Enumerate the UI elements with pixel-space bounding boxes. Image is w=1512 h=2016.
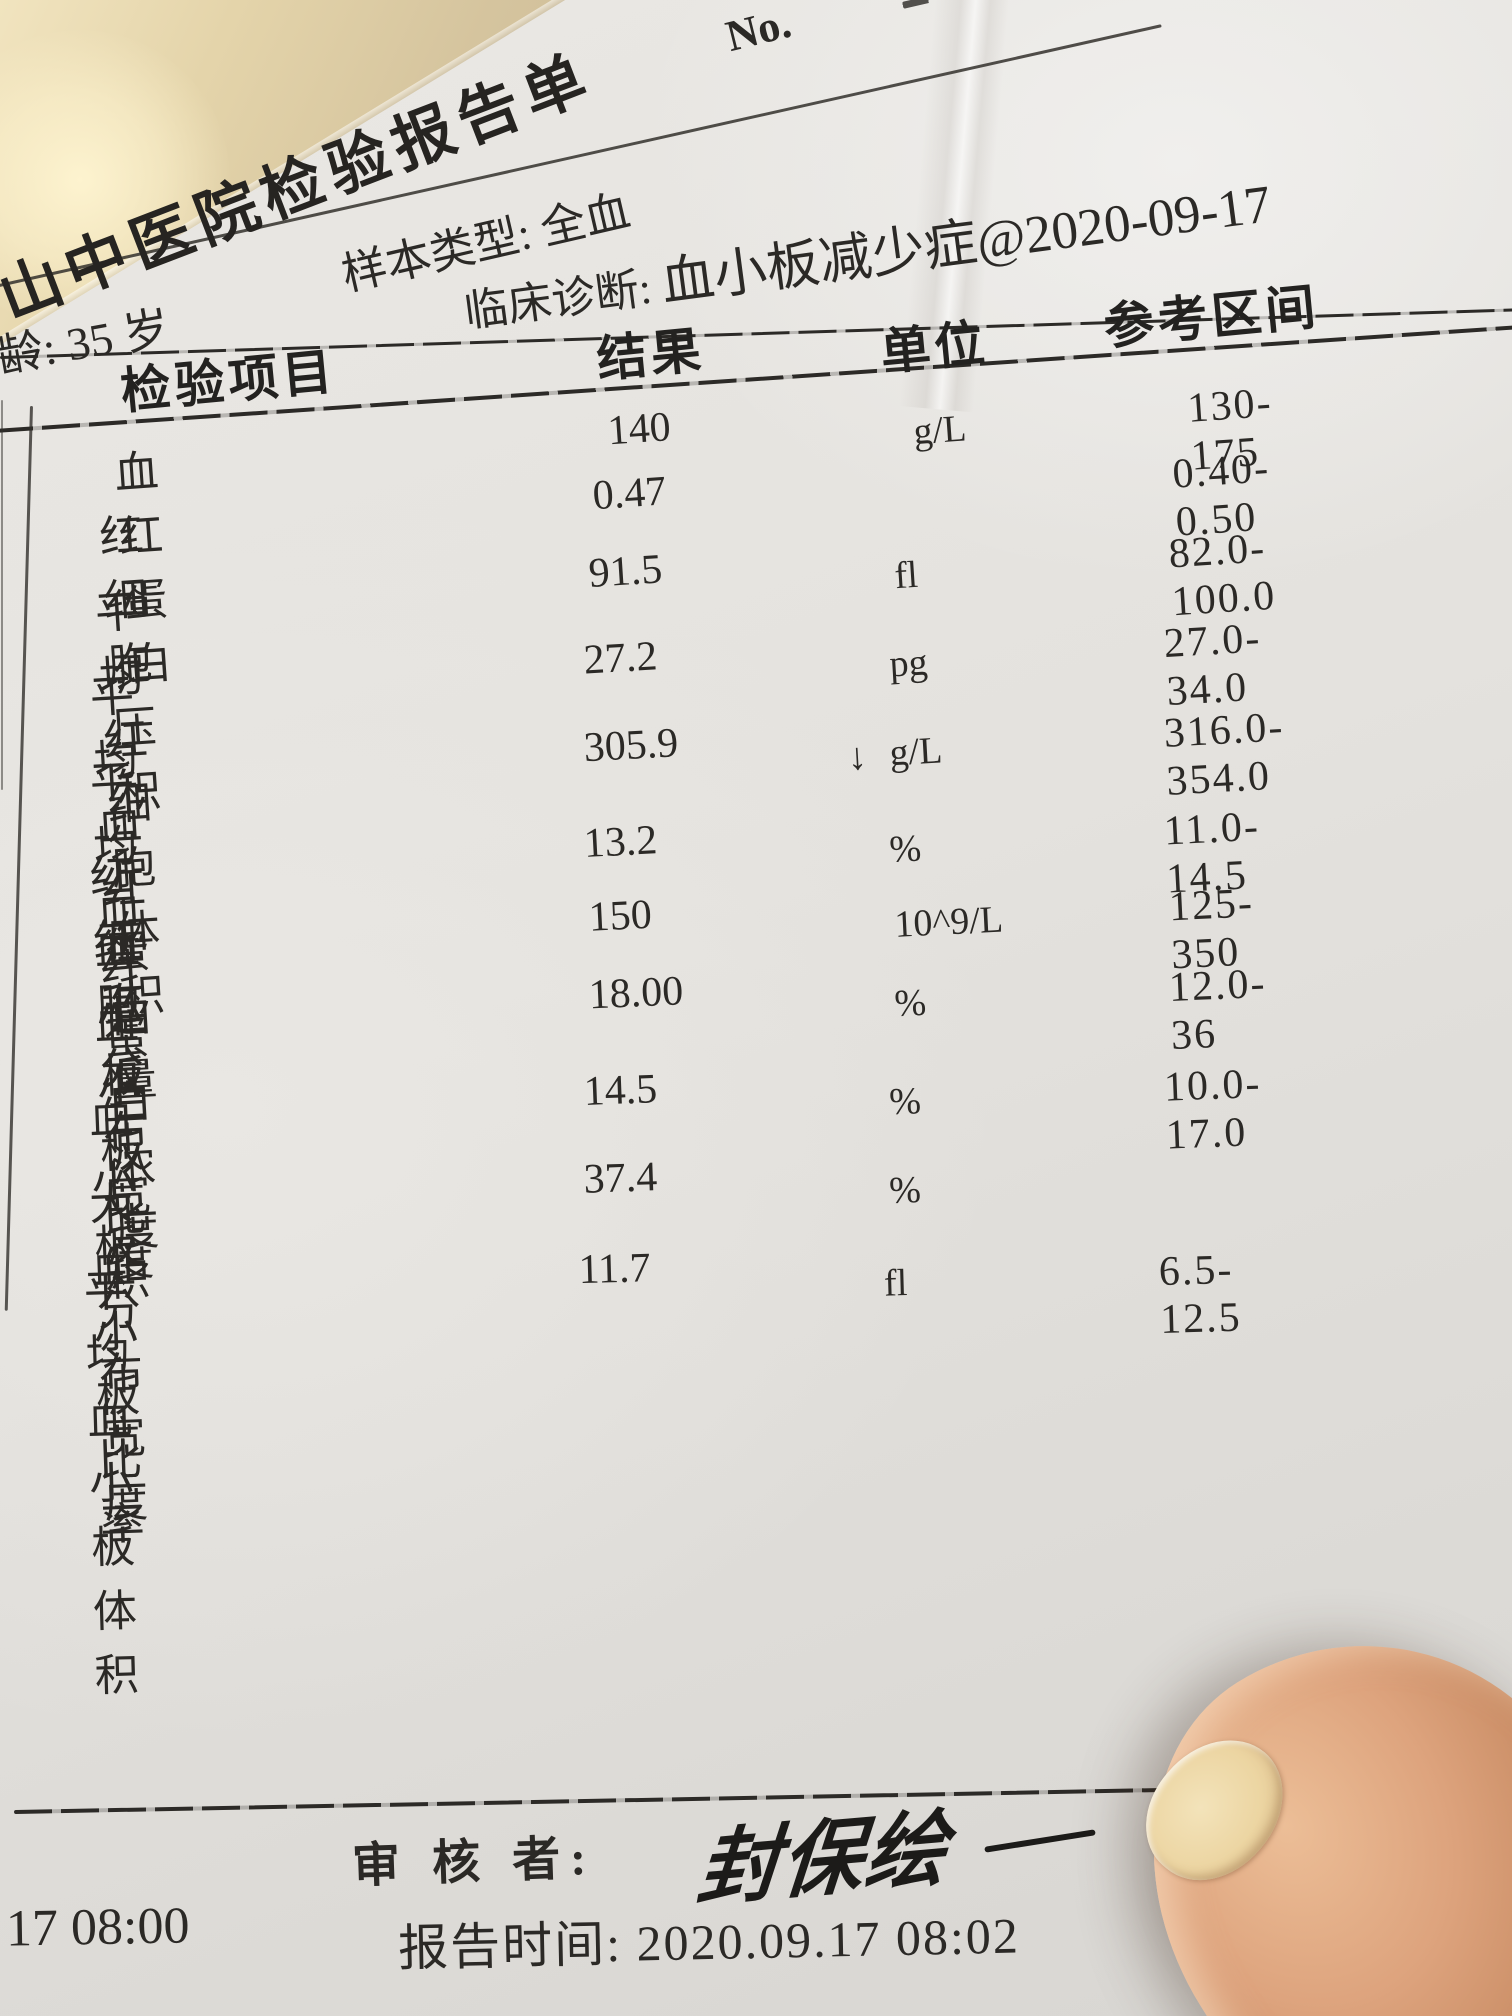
test-unit: fl <box>893 553 920 598</box>
report-time-line: 报告时间: 2020.09.17 08:02 <box>397 1895 1021 1980</box>
test-result: 27.2 <box>582 633 659 684</box>
reference-range: 12.0- 36 <box>1167 960 1268 1059</box>
test-result: 11.7 <box>577 1245 652 1294</box>
reviewer-label: 审 核 者: <box>351 1831 598 1894</box>
test-result: 18.00 <box>587 968 685 1019</box>
column-header-range: 参考区间 <box>1101 278 1322 356</box>
test-result: 150 <box>587 891 653 941</box>
test-unit: pg <box>888 641 929 686</box>
reference-range: 10.0- 17.0 <box>1163 1060 1263 1159</box>
signature-pen-stroke <box>984 1829 1096 1853</box>
test-result: 14.5 <box>582 1066 659 1115</box>
test-unit: fl <box>883 1262 908 1305</box>
table-left-border <box>4 406 33 1311</box>
test-result: 305.9 <box>582 720 680 772</box>
reference-range: 27.0- 34.0 <box>1162 615 1263 716</box>
low-flag-arrow-icon: ↓ <box>846 735 868 779</box>
paper-left-edge-line <box>1 400 3 790</box>
column-header-unit: 单位 <box>877 314 991 381</box>
report-no-label: No. <box>721 0 796 62</box>
test-unit: 10^9/L <box>893 898 1004 946</box>
report-time-label: 报告时间: <box>397 1915 623 1977</box>
reference-range: 82.0- 100.0 <box>1167 525 1278 626</box>
column-header-result: 结果 <box>594 321 708 388</box>
reference-range: 6.5- 12.5 <box>1158 1246 1243 1343</box>
test-result: 37.4 <box>582 1154 658 1203</box>
test-unit: % <box>893 981 927 1026</box>
collect-time-partial: 17 08:00 <box>5 1897 190 1958</box>
test-unit: % <box>888 827 923 872</box>
test-result: 140 <box>606 404 673 455</box>
report-time-value: 2020.09.17 08:02 <box>635 1907 1021 1972</box>
test-result: 91.5 <box>587 546 664 597</box>
test-unit: g/L <box>888 729 944 775</box>
test-unit: % <box>888 1168 922 1213</box>
test-unit: g/L <box>912 407 968 454</box>
test-result: 13.2 <box>582 817 659 868</box>
reference-range: 316.0- 354.0 <box>1162 704 1286 805</box>
test-result: 0.47 <box>591 468 668 520</box>
test-unit: % <box>888 1080 922 1124</box>
sample-type-value: 全血 <box>535 185 635 255</box>
